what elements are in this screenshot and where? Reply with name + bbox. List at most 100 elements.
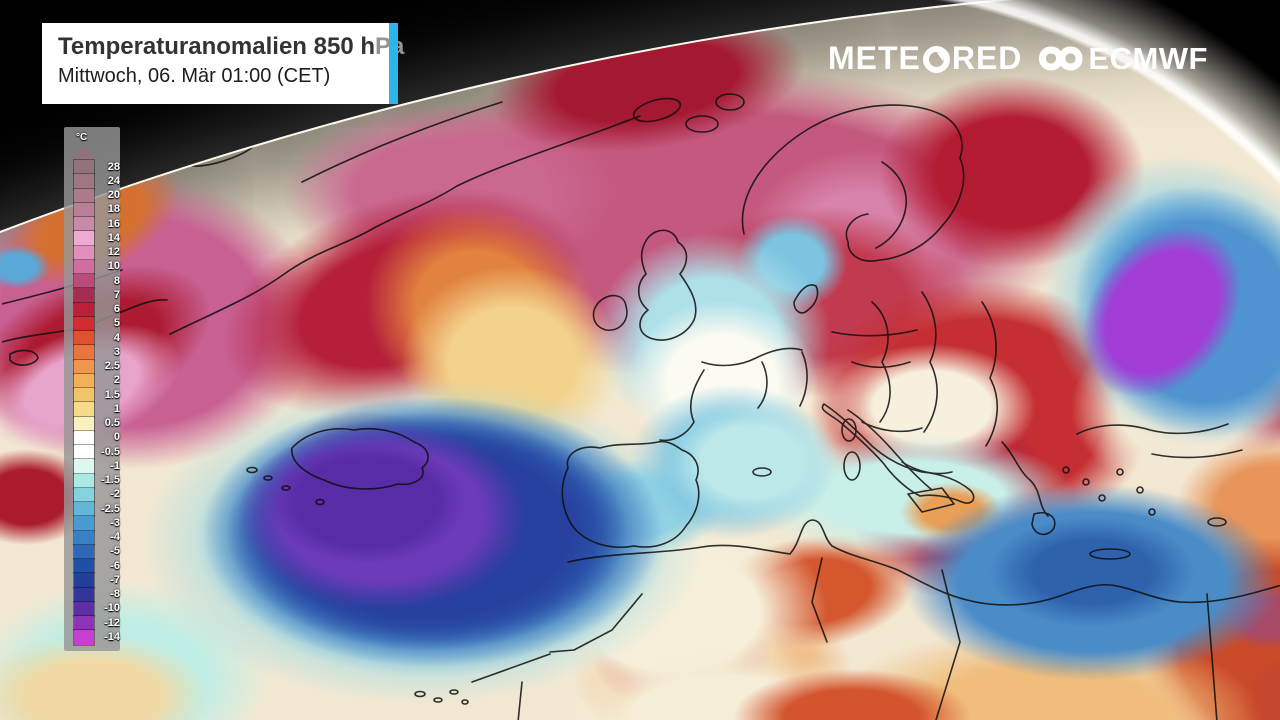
- scale-row: 3: [73, 344, 120, 361]
- scale-tick-label: 1: [113, 402, 120, 415]
- coast-scandinavia: [741, 104, 965, 262]
- border-tunisia: [811, 557, 828, 643]
- scale-row: 2: [73, 372, 120, 390]
- scale-cell: [73, 572, 95, 589]
- island-corsica: [841, 418, 857, 442]
- coast-turkey-north: [1151, 449, 1243, 459]
- scale-cell: [73, 358, 95, 375]
- scale-cell: [73, 586, 95, 603]
- coast-greenland-north: [301, 101, 503, 183]
- scale-tick-label: 1.5: [104, 388, 120, 401]
- coast-italy: [821, 403, 975, 504]
- scale-cell: [73, 458, 95, 475]
- scale-tick-label: -6: [110, 559, 120, 572]
- island-azores: [246, 466, 258, 474]
- scale-row: -8: [73, 586, 120, 603]
- island-aegean: [1082, 478, 1090, 486]
- scale-tick-label: 8: [113, 274, 120, 287]
- scale-row: 10: [73, 258, 120, 276]
- island-sardinia: [843, 451, 861, 481]
- scale-cell: [73, 486, 95, 504]
- scale-cell: [73, 557, 95, 575]
- scale-tick-label: -2: [110, 488, 120, 501]
- ecmwf-logo: ECMWF: [1038, 41, 1208, 77]
- border-east-europe-1: [871, 301, 891, 423]
- island-madeira: [315, 498, 325, 506]
- island-balearic: [752, 467, 772, 477]
- island-azores: [281, 485, 291, 491]
- border-algeria-libya: [935, 569, 961, 720]
- coast-north-africa: [567, 519, 1280, 606]
- coast-ireland: [592, 294, 628, 331]
- anomaly-region-leftlimb-blue: [0, 237, 62, 297]
- brand-bar: METE RED ECMWF: [828, 40, 1208, 77]
- scale-cell: [73, 344, 95, 361]
- scale-row: -1: [73, 458, 120, 475]
- scale-cell: [73, 215, 95, 233]
- scale-cell: [73, 272, 95, 290]
- coast-finland: [875, 161, 907, 249]
- scale-cell: [73, 301, 95, 318]
- date-subtitle: Mittwoch, 06. Mär 01:00 (CET): [58, 65, 331, 87]
- scale-tick-label: 10: [107, 260, 120, 273]
- coast-greenland: [169, 115, 641, 335]
- scale-tick-label: 16: [107, 217, 120, 230]
- scale-tick-label: -10: [104, 602, 120, 615]
- island: [112, 158, 172, 186]
- island-loop: [9, 349, 39, 366]
- scale-tick-label: -2.5: [101, 502, 120, 515]
- scale-tick-label: 18: [107, 203, 120, 216]
- scale-cell: [73, 415, 95, 432]
- border-balkan-south: [901, 461, 953, 475]
- island-canary: [433, 697, 443, 703]
- scale-tick-label: 0.5: [104, 417, 120, 430]
- border-morocco: [549, 593, 643, 653]
- scale-tick-label: -1: [110, 459, 120, 472]
- island-cyprus: [1207, 517, 1227, 527]
- scale-tick-label: 12: [107, 246, 120, 259]
- scale-cell: [73, 600, 95, 618]
- scale-cell: [73, 443, 95, 461]
- scale-cell: [73, 230, 95, 247]
- scale-tick-label: -1.5: [101, 474, 120, 487]
- island: [632, 97, 682, 123]
- scale-row: 1: [73, 401, 120, 418]
- coast-france-west: [659, 369, 705, 442]
- scale-row: -0.5: [73, 443, 120, 461]
- island-aegean: [1148, 508, 1156, 516]
- scale-row: 18: [73, 201, 120, 219]
- page-title: Temperaturanomalien 850 hPa: [42, 23, 404, 62]
- scale-row: -6: [73, 557, 120, 575]
- scale-row: -10: [73, 600, 120, 618]
- scale-tick-label: 3: [113, 345, 120, 358]
- scale-cell: [73, 429, 95, 447]
- scale-tick-label: -7: [110, 573, 120, 586]
- scale-unit-label: °C: [76, 132, 88, 143]
- scale-cell: [73, 614, 95, 632]
- scale-cell: [73, 629, 95, 646]
- color-scale-legend: °C 28 24 20 18 16 14 12 10 8 7 6 5 4 3 2.5 2 1.5 1 0.5 0 -0.…: [64, 127, 120, 651]
- scale-tick-label: -3: [110, 516, 120, 529]
- scale-row: 4: [73, 329, 120, 347]
- scale-cell: [73, 329, 95, 347]
- island-aegean: [1136, 486, 1144, 494]
- scale-row: -7: [73, 572, 120, 589]
- scale-cell: [73, 543, 95, 561]
- scale-tick-label: 0: [113, 431, 120, 444]
- scale-row: -14: [73, 629, 120, 646]
- scale-cell: [73, 158, 95, 176]
- coast-sicily: [907, 487, 955, 513]
- scale-cell: [73, 244, 95, 261]
- scale-cell: [73, 287, 95, 304]
- coast-black-sea: [1076, 423, 1229, 435]
- border-east-europe-6: [861, 421, 923, 433]
- scale-row: 6: [73, 301, 120, 318]
- scale-tick-label: 28: [107, 160, 120, 173]
- scale-row: -2.5: [73, 500, 120, 518]
- scale-tick-label: -14: [104, 630, 120, 643]
- scale-row: 2.5: [73, 358, 120, 375]
- scale-tick-label: 14: [107, 231, 120, 244]
- coast-uk: [637, 229, 697, 341]
